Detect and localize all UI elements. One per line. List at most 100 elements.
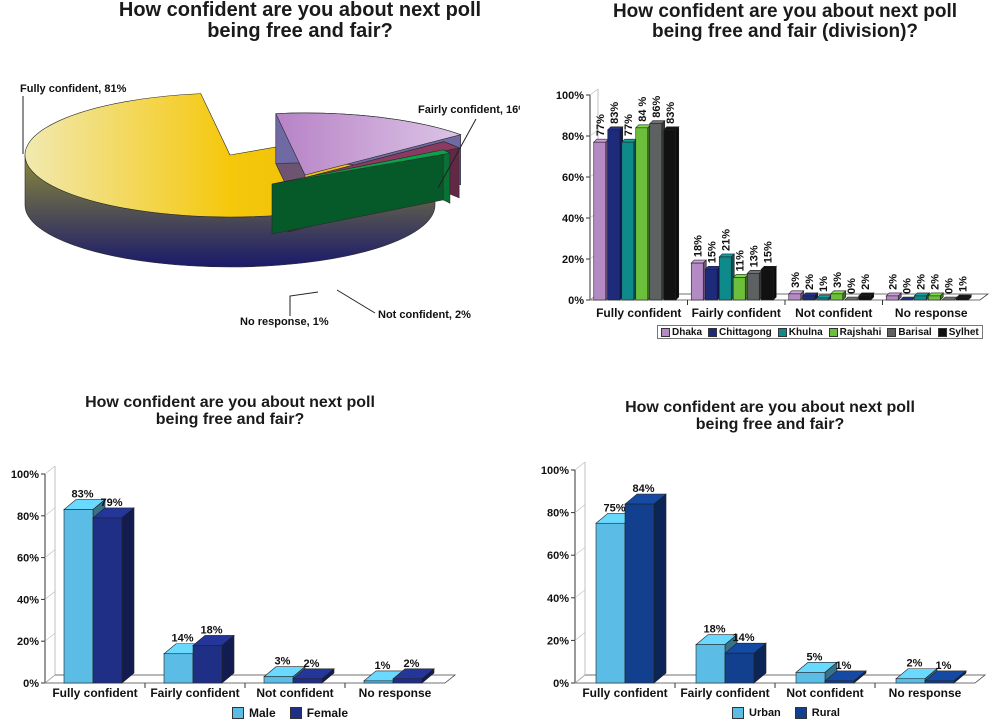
y-tick-label: 100% (541, 465, 569, 477)
y-tick-label: 0% (568, 295, 584, 307)
bar-rural-2 (824, 680, 855, 684)
y-grid-diag (44, 507, 56, 517)
axes: 0% 20% 40% 60% 80% 100% (541, 461, 987, 690)
y-grid-diag (44, 632, 56, 642)
y-tick-label: 100% (11, 469, 39, 481)
pie-labels: Fully confident, 81% Fairly confident, 1… (20, 83, 520, 328)
pie-slices (24, 93, 462, 268)
y-tick-label: 80% (17, 511, 39, 523)
data-label: 83% (665, 102, 677, 124)
pie-label-fairly-confident: Fairly confident, 16% (418, 104, 520, 116)
y-grid-diag (574, 632, 586, 641)
division-chart-svg: 0%20%40%60%80%100%77%83%77%84 % 86% 83%18%… (556, 88, 990, 320)
x-category-label: Not confident (795, 306, 872, 320)
location-chart-svg: 0% 20% 40% 60% 80% 100% 75% 84% 18% 14% 5% 1% 2% 1% Fu… (541, 461, 987, 700)
data-label: 2% (304, 658, 320, 670)
y-tick-label: 20% (562, 254, 584, 266)
data-label: 2% (804, 274, 816, 290)
pie-leader-not (336, 289, 376, 314)
pie-label-no-response: No response, 1% (240, 316, 329, 328)
bar-khulna-1 (718, 256, 732, 301)
y-tick-label: 40% (562, 213, 584, 225)
bar-khulna-3 (913, 295, 927, 301)
bar-dhaka-0 (593, 141, 607, 301)
data-label: 77% (595, 114, 607, 136)
x-category-label: Fairly confident (680, 686, 769, 700)
data-label: 0% (846, 278, 858, 294)
data-label: 83% (609, 102, 621, 124)
bar-male-1 (163, 653, 194, 684)
gender-chart-panel: How confident are you about next poll be… (0, 380, 480, 723)
data-label: 3% (832, 272, 844, 288)
data-label: 21% (720, 229, 732, 251)
x-category-label: Fully confident (582, 686, 667, 700)
legend-item-rural: Rural (794, 707, 840, 719)
x-category-label: No response (359, 686, 432, 700)
legend-item-urban: Urban (732, 707, 781, 719)
division-bars: 77%83%77%84 % 86% 83%18% 15%21%11% 13% 15%3% 2… (593, 95, 972, 301)
pie-chart-title: How confident are you about next poll be… (118, 0, 482, 42)
data-label: 1% (957, 276, 969, 292)
y-tick-label: 80% (547, 508, 569, 520)
data-label: 79% (100, 497, 122, 509)
data-label: 14% (171, 633, 193, 645)
bar-rajshahi-3 (927, 295, 941, 301)
x-category-label: No response (895, 306, 968, 320)
y-grid-diag (589, 88, 599, 96)
bar-barisal-0 (649, 123, 663, 301)
data-label: 1% (836, 660, 852, 672)
y-tick-label: 0% (23, 678, 39, 690)
data-label: 0% (943, 278, 955, 294)
bar-khulna-2 (816, 297, 830, 301)
gender-chart-svg: 0% 20% 40% 60% 80% 100% 83% 79% 14% 18% 3% 2% 1% 2% Fu… (11, 465, 457, 700)
data-label: 2% (907, 658, 923, 670)
y-grid-diag (574, 546, 586, 556)
legend-item-male: Male (232, 706, 276, 720)
bar-rajshahi-0 (635, 127, 649, 301)
bars: 83% 79% 14% 18% 3% 2% 1% 2% (63, 489, 435, 684)
bar-dhaka-2 (788, 293, 802, 301)
y-grid-diag (574, 674, 586, 684)
y-tick-label: 60% (562, 172, 584, 184)
pie-slice-2 (287, 141, 461, 183)
data-label: 5% (807, 651, 823, 663)
y-tick-label: 20% (547, 635, 569, 647)
x-category-label: No response (889, 686, 962, 700)
y-tick-label: 60% (17, 553, 39, 565)
location-legend: Urban Rural (732, 707, 840, 719)
x-category-label: Fully confident (52, 686, 137, 700)
y-grid-diag (574, 589, 586, 599)
bar-urban-3 (895, 678, 926, 684)
bar-female-2 (292, 678, 323, 684)
data-label: 15% (706, 241, 718, 263)
pie-chart-svg: Fully confident, 81% Fairly confident, 1… (20, 83, 520, 328)
bar-urban-1 (695, 644, 726, 684)
y-grid-diag (589, 129, 599, 137)
bars: 75% 84% 18% 14% 5% 1% 2% 1% (595, 483, 967, 684)
data-label: 86% (651, 95, 663, 117)
legend-item-barisal: Barisal (887, 327, 932, 338)
data-label: 2% (915, 274, 927, 290)
data-label: 13% (748, 245, 760, 267)
y-grid-diag (44, 465, 56, 475)
y-grid-diag (574, 504, 586, 513)
x-category-label: Not confident (256, 686, 333, 700)
bar-rajshahi-1 (732, 277, 746, 301)
division-legend: Dhaka Chittagong Khulna Rajshahi Barisal… (657, 325, 983, 339)
bar-rural-0 (624, 503, 655, 684)
y-grid-diag (44, 674, 56, 684)
data-label: 2% (860, 274, 872, 290)
bar-rural-3 (924, 680, 955, 684)
division-chart-title: How confident are you about next poll be… (612, 1, 958, 42)
bar-dhaka-3 (885, 295, 899, 301)
bar-dhaka-1 (690, 262, 704, 301)
x-category-label: Fairly confident (150, 686, 239, 700)
bar-female-1 (192, 645, 223, 684)
bar-male-0 (63, 509, 94, 684)
legend-item-sylhet: Sylhet (937, 327, 979, 338)
bar-female-0 (92, 517, 123, 684)
legend-item-khulna: Khulna (777, 327, 823, 338)
bar-sylhet-0-side (675, 126, 680, 301)
legend-item-chittagong: Chittagong (708, 327, 772, 338)
data-label: 75% (603, 502, 625, 514)
